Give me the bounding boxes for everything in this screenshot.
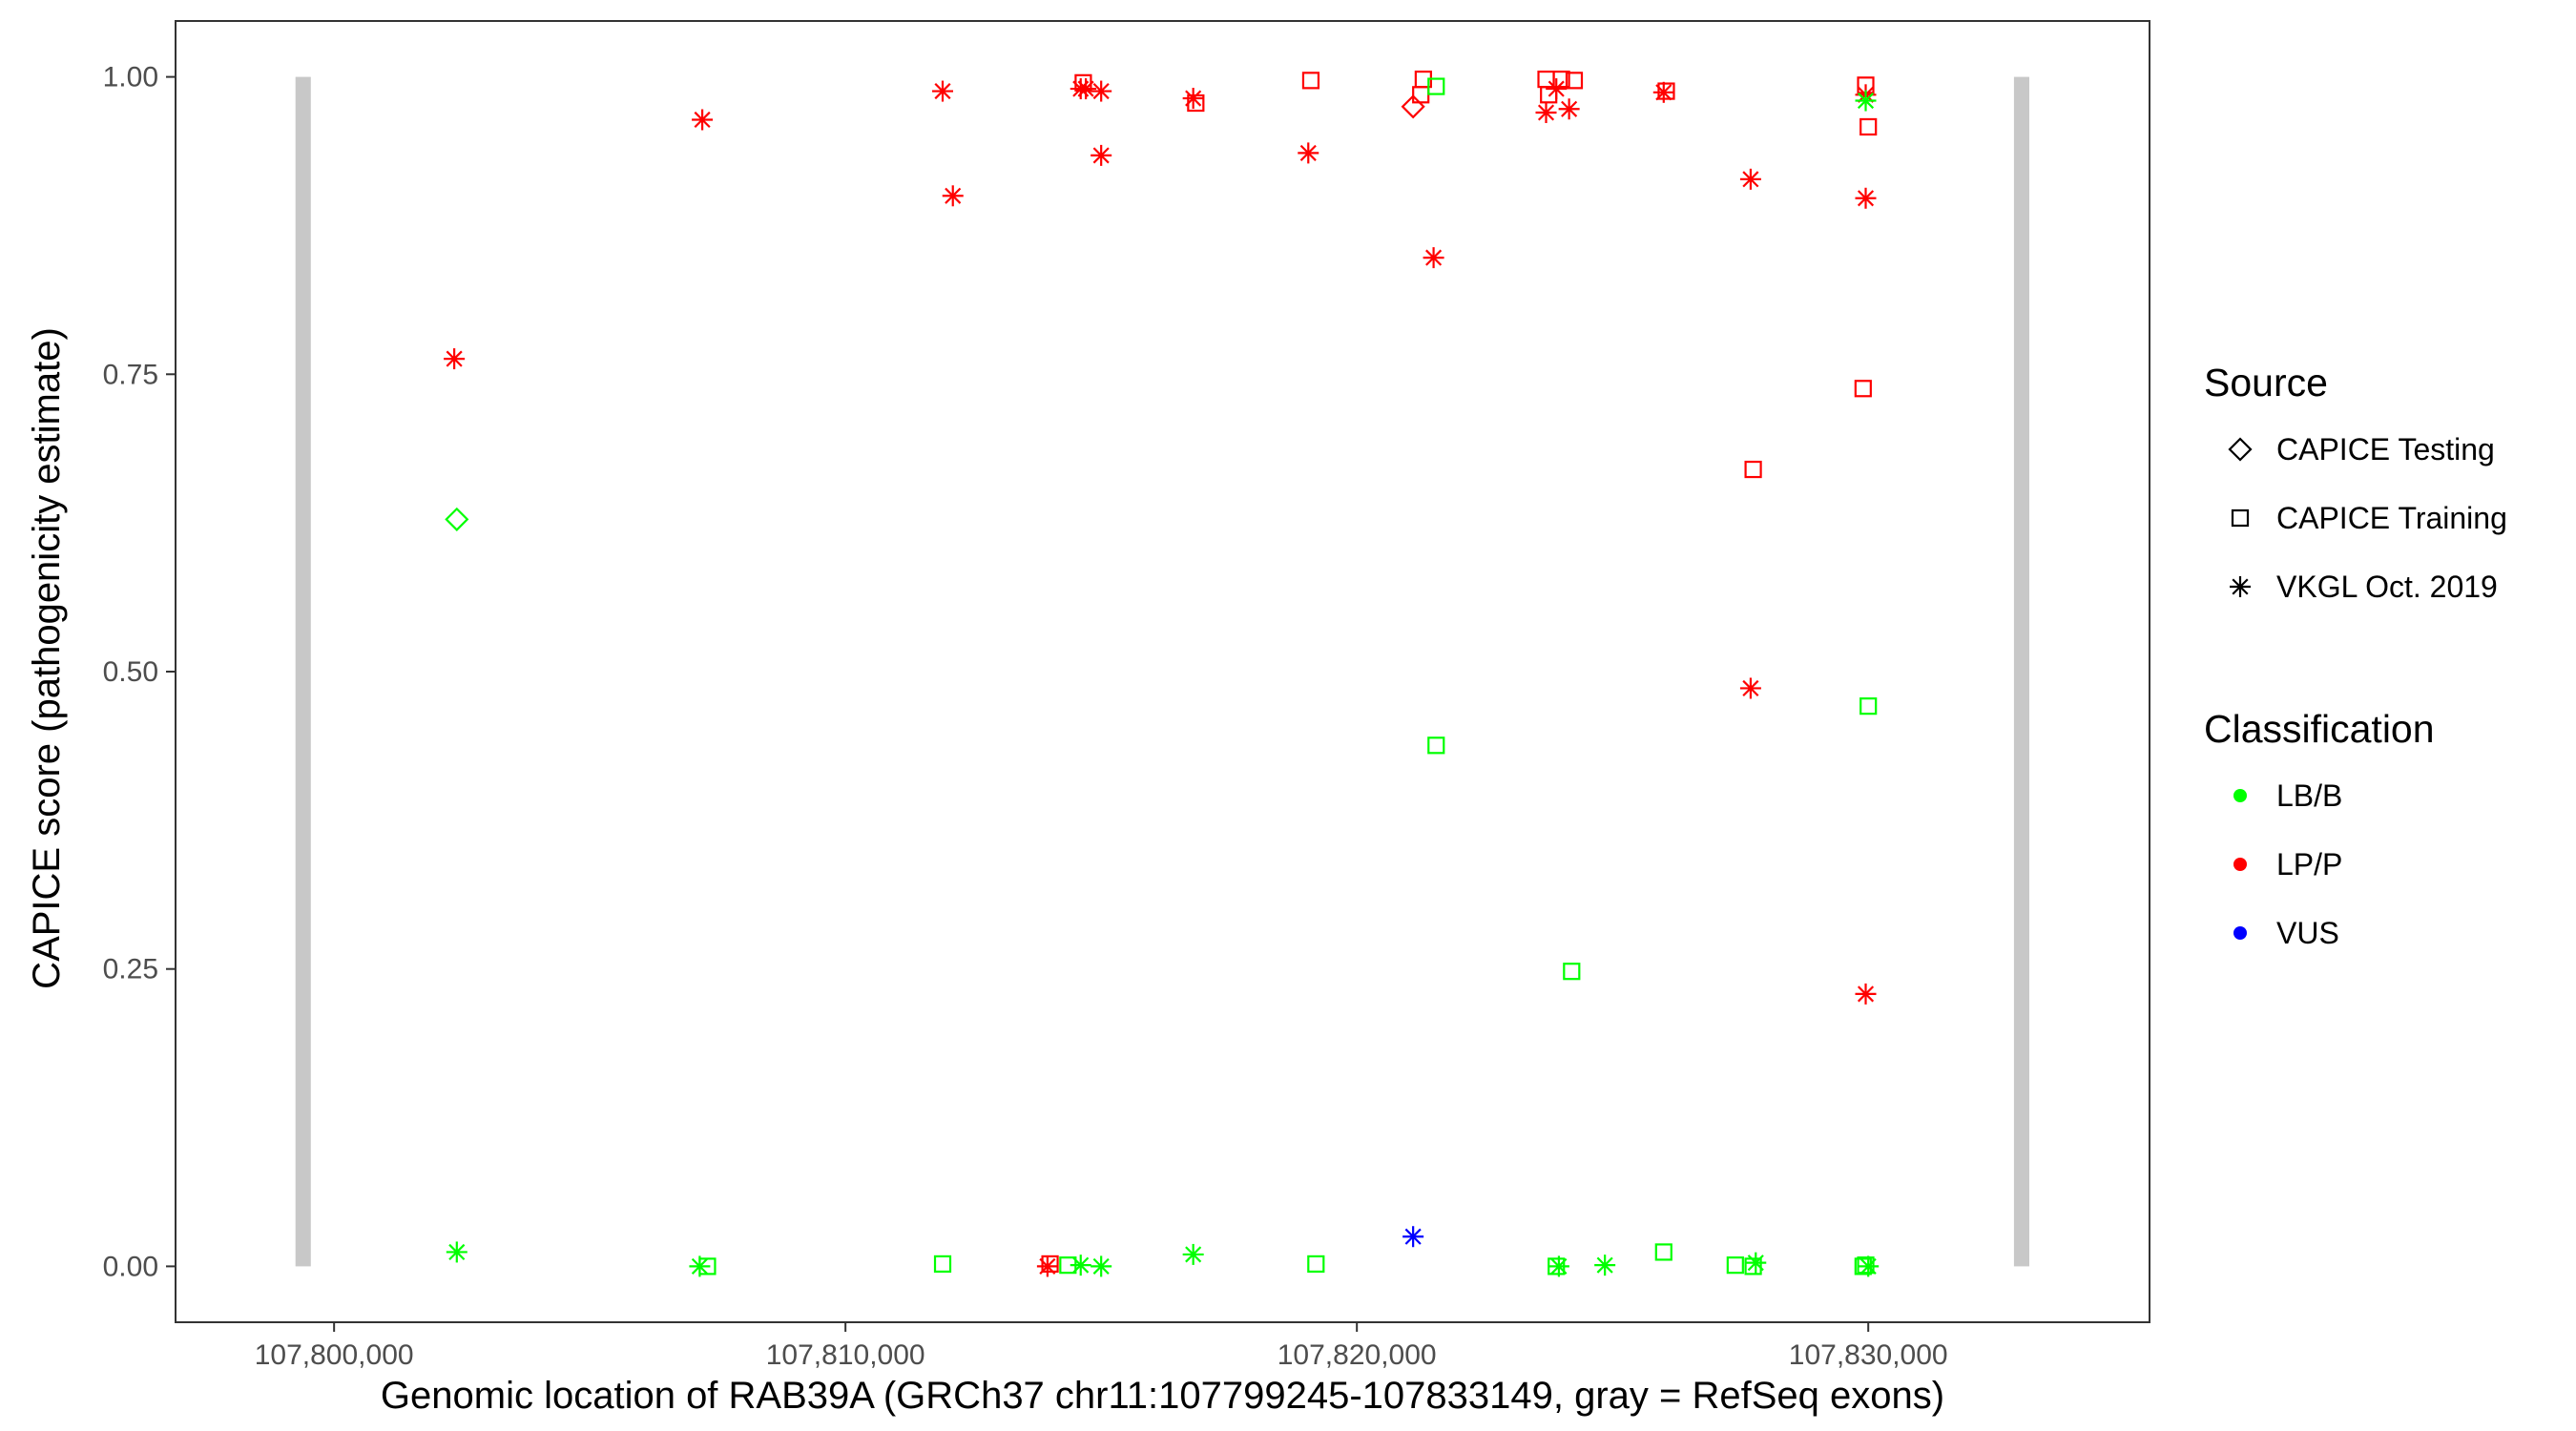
data-point-9-square [933,1255,952,1274]
data-point-51-star [1745,1252,1767,1274]
data-point-6-square [698,1257,717,1275]
y-tick-label: 0.00 [103,1251,158,1282]
x-axis: 107,800,000 107,810,000 107,820,000 107,830… [255,1322,1948,1371]
data-point-19-star [1091,144,1112,166]
y-tick-label: 0.75 [103,359,158,390]
data-point-17-star [1075,78,1097,100]
data-point-21-square [1187,93,1205,113]
data-point-20-star [1182,88,1204,110]
legend-square-icon [2231,508,2250,528]
data-point-46-square [1654,1243,1672,1261]
data-point-45-star [1652,81,1674,103]
exon-bar-1 [295,76,311,1267]
data-point-47-square [1726,1256,1744,1275]
data-point-8-star [942,185,964,207]
point-layer [444,70,1880,1277]
data-point-22-star [1182,1243,1204,1265]
legend-classification-items: LB/B LP/P VUS [2233,778,2342,950]
legend-vus-dot-icon [2233,926,2247,940]
data-point-2-diamond [445,507,469,531]
data-point-25-square [1307,1255,1325,1274]
data-point-24-star [1298,142,1319,164]
y-tick-label: 1.00 [103,62,158,93]
data-point-40-square [1563,963,1581,981]
data-point-49-square [1744,460,1762,479]
data-point-35-square [1552,70,1570,89]
data-point-55-star [1855,90,1877,112]
y-axis: 0.00 0.25 0.50 0.75 1.00 [103,62,176,1282]
legend-source-label: VKGL Oct. 2019 [2276,570,2498,604]
data-point-30-square [1427,77,1445,95]
data-point-37-square [1565,72,1584,90]
data-point-44-square [1657,82,1675,100]
data-point-3-star [446,1241,467,1263]
x-tick-label: 107,820,000 [1278,1339,1437,1371]
y-axis-title: CAPICE score (pathogenicity estimate) [26,327,68,989]
data-point-1-star [444,348,466,370]
data-point-48-star [1739,168,1761,190]
data-point-63-square [1857,1256,1875,1275]
data-point-50-star [1739,677,1761,699]
legend-classification-label: LP/P [2276,847,2342,881]
legend-classification-label: LB/B [2276,778,2342,813]
legend-source-label: CAPICE Testing [2276,432,2495,467]
y-tick-label: 0.25 [103,954,158,985]
data-point-23-square [1301,72,1320,90]
data-point-10-star [1036,1255,1058,1277]
data-point-11-square [1041,1255,1059,1274]
data-point-4-star [692,109,714,131]
x-tick-label: 107,810,000 [766,1339,925,1371]
legend-star-icon [2230,576,2251,597]
data-point-7-star [932,80,954,102]
data-point-52-square [1744,1257,1762,1275]
data-point-56-square [1859,117,1878,136]
data-point-43-star [1594,1255,1616,1276]
exon-layer [295,76,2029,1267]
x-tick-label: 107,830,000 [1789,1339,1948,1371]
y-tick-label: 0.50 [103,656,158,688]
x-axis-title: Genomic location of RAB39A (GRCh37 chr11… [381,1375,1944,1417]
data-point-14-star [1091,1255,1112,1277]
data-point-32-square [1427,736,1445,755]
data-point-58-square [1854,380,1872,398]
legend-source-label: CAPICE Training [2276,501,2507,535]
data-point-31-star [1423,247,1444,269]
data-point-57-star [1855,187,1877,209]
legend-source-items: CAPICE Testing CAPICE Training VKGL Oct. 2… [2228,432,2507,604]
plot-area [175,20,2150,1323]
legend-source-title: Source [2204,361,2328,404]
legend-lp-p-dot-icon [2233,858,2247,871]
legend-classification-label: VUS [2276,916,2339,950]
data-point-18-star [1091,80,1112,102]
legend: Source CAPICE Testing CAPICE Training VKGL… [2204,361,2507,950]
data-point-13-star [1070,1255,1091,1276]
data-point-36-star [1546,78,1568,100]
data-point-42-star [1548,1255,1569,1277]
data-point-38-star [1535,102,1557,124]
data-point-39-star [1558,98,1580,120]
legend-lb-b-dot-icon [2233,789,2247,802]
legend-classification-title: Classification [2204,707,2435,751]
exon-bar-2 [2013,76,2029,1267]
data-point-26-star [1402,1226,1424,1248]
legend-diamond-icon [2228,437,2253,462]
data-point-60-star [1855,983,1877,1005]
data-point-59-square [1859,697,1878,716]
x-tick-label: 107,800,000 [255,1339,414,1371]
